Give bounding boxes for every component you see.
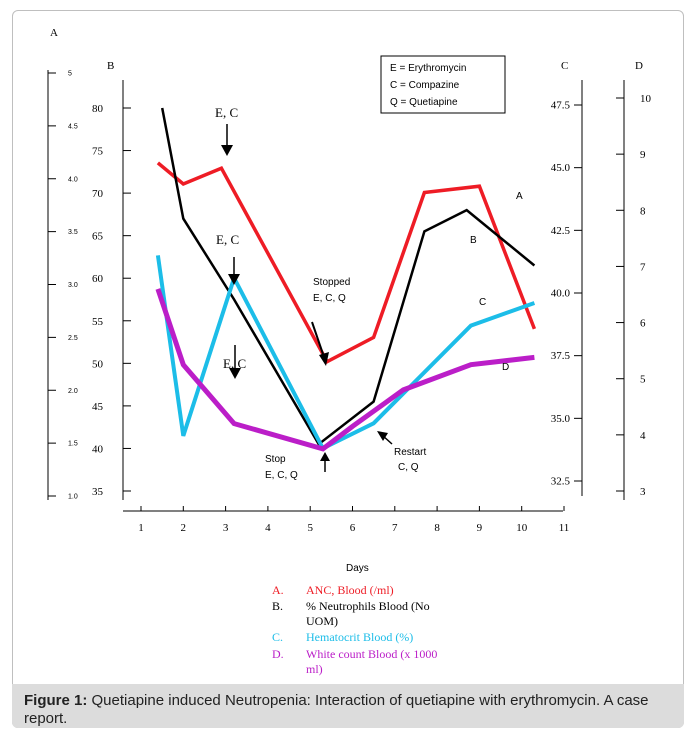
axis-c-tick-label: 35.0: [551, 413, 571, 425]
axis-b-tick-label: 40: [92, 443, 104, 455]
bottom-legend-text-c: Hematocrit Blood (%): [306, 630, 413, 644]
annotation-restart: C, Q: [398, 462, 419, 473]
box-legend-entry: Q = Quetiapine: [390, 97, 458, 108]
caption-background: [12, 684, 684, 728]
axis-b-tick-label: 50: [92, 358, 104, 370]
axis-d-tick-label: 4: [640, 430, 646, 442]
axis-b-tick-label: 65: [92, 231, 104, 243]
axis-d-tick-label: 3: [640, 486, 646, 498]
bottom-legend-text-b2: UOM): [306, 614, 338, 628]
bottom-legend-text-b: % Neutrophils Blood (No: [306, 599, 430, 613]
axis-c-tick-label: 47.5: [551, 100, 571, 112]
axis-b-tick-label: 60: [92, 273, 104, 285]
caption-text: Quetiapine induced Neutropenia: Interact…: [24, 692, 649, 727]
axis-a-tick-label: 3.5: [68, 229, 78, 236]
axis-c-tick-label: 45.0: [551, 162, 571, 174]
axis-d-tick-label: 6: [640, 318, 646, 330]
axis-c-title: C: [561, 60, 568, 72]
bottom-legend-text-d: White count Blood (x 1000: [306, 647, 437, 661]
annotation-stopped: E, C, Q: [313, 293, 346, 304]
axis-b-tick-label: 35: [92, 486, 104, 498]
bottom-legend-key-b: B.: [272, 599, 283, 613]
x-axis-tick-label: 11: [559, 522, 570, 534]
axis-b-tick-label: 45: [92, 401, 104, 413]
x-axis-tick-label: 9: [477, 522, 483, 534]
annotation-stopped: Stopped: [313, 277, 350, 288]
annotation-ec-2: E, C: [216, 232, 239, 247]
annotation-arrowhead: [319, 352, 329, 366]
annotation-arrowhead: [229, 368, 241, 379]
axis-d-title: D: [635, 60, 643, 72]
x-axis-tick-label: 1: [138, 522, 144, 534]
bottom-legend-text-d2: ml): [306, 662, 323, 676]
axis-c-tick-label: 40.0: [551, 288, 571, 300]
bottom-legend-key-d: D.: [272, 647, 284, 661]
axis-b-title: B: [107, 60, 114, 72]
axis-d-tick-label: 9: [640, 149, 646, 161]
box-legend-entry: E = Erythromycin: [390, 63, 466, 74]
annotation-stop: E, C, Q: [265, 470, 298, 481]
axis-a-tick-label: 4.0: [68, 176, 78, 183]
x-axis-tick-label: 8: [434, 522, 440, 534]
axis-d-tick-label: 8: [640, 205, 646, 217]
box-legend-frame: [380, 55, 506, 114]
axis-c-tick-label: 42.5: [551, 225, 571, 237]
axis-b-tick-label: 55: [92, 316, 104, 328]
x-axis-tick-label: 5: [307, 522, 313, 534]
axis-a-tick-label: 3.0: [68, 282, 78, 289]
annotation-restart: Restart: [394, 447, 426, 458]
axis-c-tick-label: 32.5: [551, 476, 571, 488]
axis-b-tick-label: 70: [92, 188, 104, 200]
axis-a-tick-label: 2.5: [68, 335, 78, 342]
axis-d-tick-label: 10: [640, 93, 652, 105]
x-axis-label: Days: [346, 563, 369, 574]
annotation-arrowhead: [228, 274, 240, 285]
x-axis-tick-label: 3: [223, 522, 229, 534]
series-label-c: C: [479, 297, 486, 308]
x-axis-tick-label: 6: [350, 522, 356, 534]
x-axis-tick-label: 4: [265, 522, 271, 534]
annotation-arrowhead: [320, 452, 330, 461]
annotation-arrow: [311, 321, 325, 358]
annotation-arrowhead: [377, 431, 388, 441]
bottom-legend-key-c: C.: [272, 630, 283, 644]
figure-caption: Figure 1: Quetiapine induced Neutropenia…: [24, 692, 672, 728]
series-label-a: A: [516, 191, 523, 202]
series-line-d: [155, 288, 535, 452]
annotation-stop: Stop: [265, 454, 286, 465]
figure-frame: [12, 10, 684, 728]
axis-a-tick-label: 1.0: [68, 494, 78, 501]
axis-d-tick-label: 5: [640, 374, 646, 386]
x-axis-tick-label: 7: [392, 522, 398, 534]
caption-label: Figure 1:: [24, 692, 88, 709]
bottom-legend-key-a: A.: [272, 583, 284, 597]
x-axis-tick-label: 10: [516, 522, 528, 534]
annotation-arrowhead: [221, 145, 233, 156]
series-line-a: [156, 161, 537, 365]
axis-c-tick-label: 37.5: [551, 350, 571, 362]
axis-a-tick-label: 1.5: [68, 441, 78, 448]
bottom-legend-text-a: ANC, Blood (/ml): [306, 583, 394, 597]
series-label-b: B: [470, 235, 477, 246]
annotation-layer: E = Erythromycin C = Compazine Q = Queti…: [215, 55, 506, 676]
axis-a-title: A: [50, 27, 58, 39]
axis-b-tick-label: 80: [92, 103, 104, 115]
series-layer: A B C D: [155, 107, 537, 452]
axis-a-tick-label: 5: [68, 71, 72, 78]
axes-layer: A1.01.52.02.53.03.54.04.55B3540455055606…: [47, 27, 652, 534]
axis-d-tick-label: 7: [640, 261, 646, 273]
axis-a-tick-label: 2.0: [68, 388, 78, 395]
series-label-d: D: [502, 362, 509, 373]
box-legend-entry: C = Compazine: [390, 80, 460, 91]
annotation-ec-1: E, C: [215, 105, 238, 120]
axis-a-tick-label: 4.5: [68, 123, 78, 130]
x-axis-tick-label: 2: [181, 522, 187, 534]
series-line-b: [160, 107, 536, 447]
axis-b-tick-label: 75: [92, 146, 104, 158]
